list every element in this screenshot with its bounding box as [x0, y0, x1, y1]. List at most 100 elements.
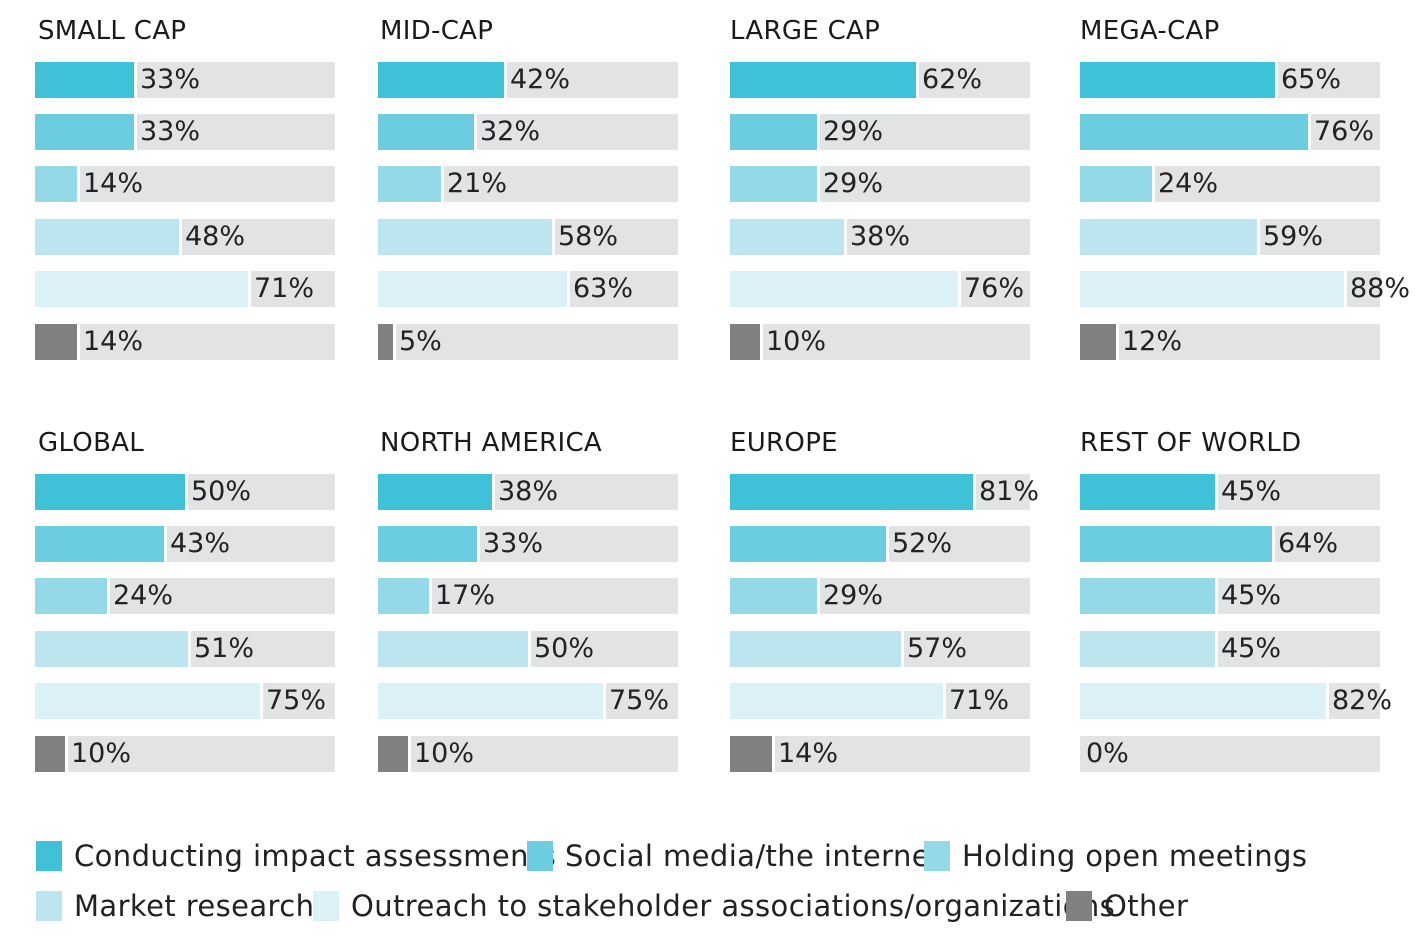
chart-panel-large-cap: LARGE CAP 62% 29% 29% 38% 76% 10%	[730, 14, 1075, 374]
legend-swatch	[36, 891, 62, 921]
legend-label: Conducting impact assessments	[74, 839, 557, 873]
bar-row: 75%	[35, 683, 335, 719]
bar-separator	[77, 324, 80, 360]
bar-row: 14%	[730, 736, 1030, 772]
bar	[1080, 166, 1152, 202]
bar-separator	[134, 62, 137, 98]
legend-swatch	[527, 841, 553, 871]
bar-row: 14%	[35, 324, 335, 360]
panel-title: NORTH AMERICA	[380, 428, 603, 458]
bar-separator	[1215, 578, 1218, 614]
bar-separator	[188, 631, 191, 667]
bar-separator	[477, 526, 480, 562]
bar-separator	[943, 683, 946, 719]
bar-separator	[886, 526, 889, 562]
bar-separator	[1215, 474, 1218, 510]
legend: Conducting impact assessments Social med…	[36, 838, 1416, 938]
bar	[378, 474, 492, 510]
bar	[35, 474, 185, 510]
bar-row: 48%	[35, 219, 335, 255]
bar	[35, 526, 164, 562]
bar	[35, 324, 77, 360]
data-label: 29%	[823, 168, 884, 199]
bar	[378, 736, 408, 772]
bar	[378, 219, 552, 255]
panel-title: LARGE CAP	[730, 16, 881, 46]
bar-row: 58%	[378, 219, 678, 255]
bar	[378, 683, 603, 719]
bar-row: 12%	[1080, 324, 1380, 360]
bar	[730, 683, 943, 719]
bar-track	[378, 736, 678, 772]
bar	[730, 114, 817, 150]
bar-track	[35, 736, 335, 772]
data-label: 24%	[1158, 168, 1219, 199]
bar	[35, 271, 248, 307]
data-label: 50%	[191, 476, 252, 507]
bar	[378, 324, 393, 360]
data-label: 21%	[447, 168, 508, 199]
bar-separator	[973, 474, 976, 510]
data-label: 29%	[823, 580, 884, 611]
bar-separator	[1308, 114, 1311, 150]
data-label: 38%	[498, 476, 559, 507]
data-label: 12%	[1122, 326, 1183, 357]
legend-swatch	[1066, 891, 1092, 921]
data-label: 10%	[71, 738, 132, 769]
panel-title: REST OF WORLD	[1080, 428, 1302, 458]
data-label: 65%	[1281, 64, 1342, 95]
data-label: 32%	[480, 116, 541, 147]
bar	[730, 578, 817, 614]
bar-row: 64%	[1080, 526, 1380, 562]
bar-row: 62%	[730, 62, 1030, 98]
bar	[378, 62, 504, 98]
bar	[1080, 474, 1215, 510]
bar-row: 59%	[1080, 219, 1380, 255]
bar	[378, 114, 474, 150]
bar-track	[378, 324, 678, 360]
bar	[730, 166, 817, 202]
bar-track	[35, 166, 335, 202]
bar	[1080, 219, 1257, 255]
chart-panel-mid-cap: MID-CAP 42% 32% 21% 58% 63% 5%	[378, 14, 723, 374]
bar-row: 45%	[1080, 631, 1380, 667]
bar-separator	[552, 219, 555, 255]
bar	[35, 114, 134, 150]
data-label: 17%	[435, 580, 496, 611]
bar	[1080, 114, 1308, 150]
chart-panel-rest-of-world: REST OF WORLD 45% 64% 45% 45% 82% 0%	[1080, 426, 1425, 786]
data-label: 33%	[483, 528, 544, 559]
bar-separator	[393, 324, 396, 360]
legend-label: Other	[1104, 889, 1189, 923]
data-label: 76%	[1314, 116, 1375, 147]
bar-separator	[1326, 683, 1329, 719]
bar	[35, 631, 188, 667]
bar-separator	[77, 166, 80, 202]
bar-separator	[844, 219, 847, 255]
bar-row: 29%	[730, 166, 1030, 202]
bar-row: 76%	[730, 271, 1030, 307]
bar-separator	[65, 736, 68, 772]
bar	[730, 219, 844, 255]
panel-title: SMALL CAP	[38, 16, 187, 46]
bar-separator	[504, 62, 507, 98]
bar-separator	[772, 736, 775, 772]
data-label: 81%	[979, 476, 1040, 507]
bar-separator	[441, 166, 444, 202]
data-label: 14%	[778, 738, 839, 769]
bar	[378, 166, 441, 202]
chart-panel-mega-cap: MEGA-CAP 65% 76% 24% 59% 88% 12%	[1080, 14, 1425, 374]
legend-label: Social media/the internet	[565, 839, 942, 873]
bar-row: 81%	[730, 474, 1039, 510]
bar-row: 24%	[1080, 166, 1380, 202]
bar	[730, 62, 916, 98]
data-label: 62%	[922, 64, 983, 95]
data-label: 5%	[399, 326, 442, 357]
bar-row: 43%	[35, 526, 335, 562]
bar	[35, 736, 65, 772]
bar	[1080, 324, 1116, 360]
bar-row: 0%	[1080, 736, 1380, 772]
data-label: 59%	[1263, 221, 1324, 252]
bar-row: 38%	[730, 219, 1030, 255]
